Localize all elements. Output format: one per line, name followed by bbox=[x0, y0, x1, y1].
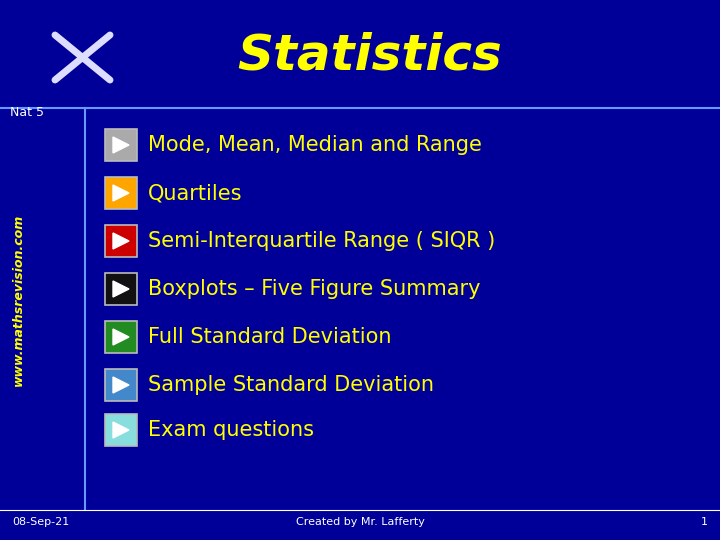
Bar bbox=[105, 177, 137, 209]
Text: Nat 5: Nat 5 bbox=[10, 105, 44, 118]
Polygon shape bbox=[113, 185, 129, 201]
Bar bbox=[105, 129, 137, 161]
Bar bbox=[105, 321, 137, 353]
Text: Boxplots – Five Figure Summary: Boxplots – Five Figure Summary bbox=[148, 279, 480, 299]
Polygon shape bbox=[113, 137, 129, 153]
Bar bbox=[105, 225, 137, 257]
Bar bbox=[105, 273, 137, 305]
Text: Created by Mr. Lafferty: Created by Mr. Lafferty bbox=[296, 517, 424, 527]
Text: Mode, Mean, Median and Range: Mode, Mean, Median and Range bbox=[148, 135, 482, 155]
Polygon shape bbox=[113, 329, 129, 345]
Text: Full Standard Deviation: Full Standard Deviation bbox=[148, 327, 392, 347]
Polygon shape bbox=[113, 422, 129, 438]
Text: 08-Sep-21: 08-Sep-21 bbox=[12, 517, 69, 527]
Bar bbox=[105, 369, 137, 401]
Text: www.mathsrevision.com: www.mathsrevision.com bbox=[12, 214, 24, 386]
Text: Semi-Interquartile Range ( SIQR ): Semi-Interquartile Range ( SIQR ) bbox=[148, 231, 495, 251]
Text: Sample Standard Deviation: Sample Standard Deviation bbox=[148, 375, 434, 395]
Text: Statistics: Statistics bbox=[238, 31, 503, 79]
Polygon shape bbox=[113, 281, 129, 297]
Bar bbox=[105, 414, 137, 446]
Text: Quartiles: Quartiles bbox=[148, 183, 243, 203]
Polygon shape bbox=[113, 377, 129, 393]
Text: 1: 1 bbox=[701, 517, 708, 527]
Polygon shape bbox=[113, 233, 129, 249]
Text: Exam questions: Exam questions bbox=[148, 420, 314, 440]
